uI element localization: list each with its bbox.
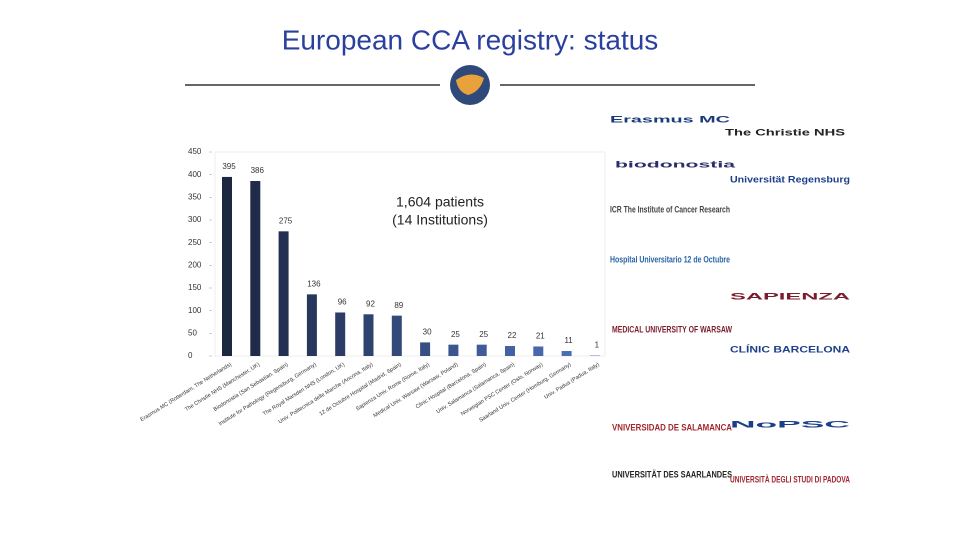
logo: Erasmus MC (610, 114, 731, 124)
value-label: 136 (307, 279, 321, 288)
bar (505, 346, 515, 356)
value-label: 89 (394, 301, 403, 310)
logo: VNIVERSIDAD DE SALAMANCA (612, 422, 732, 432)
annotation: (14 Institutions) (392, 212, 488, 228)
logo: Hospital Universitario 12 de Octubre (610, 254, 730, 264)
y-tick-label: 300 (188, 215, 202, 224)
value-label: 22 (508, 331, 517, 340)
y-tick-label: 0 (188, 351, 193, 360)
value-label: 96 (338, 298, 347, 307)
bar (222, 176, 232, 356)
bar (278, 231, 289, 356)
value-label: 11 (564, 336, 573, 345)
y-tick-label: 400 (188, 170, 202, 179)
bar (448, 344, 459, 356)
value-label: 30 (423, 328, 432, 337)
y-tick-label: 250 (188, 238, 202, 247)
value-label: 275 (279, 216, 293, 225)
logo: UNIVERSITÄT DES SAARLANDES (612, 469, 732, 479)
logo: NoPSC (730, 419, 852, 429)
logo: ICR The Institute of Cancer Research (610, 204, 730, 214)
x-tick-label: Univ. Padua (Padua, Italy) (543, 362, 600, 401)
logo: CLÍNIC BARCELONA (730, 344, 851, 354)
value-label: 21 (536, 332, 545, 341)
value-label: 25 (451, 330, 460, 339)
bar (476, 344, 487, 356)
logo: MEDICAL UNIVERSITY OF WARSAW (612, 324, 732, 334)
bar (420, 342, 431, 356)
logo: The Christie NHS (725, 127, 845, 137)
y-tick-label: 150 (188, 283, 202, 292)
bar (391, 315, 402, 356)
bar (335, 312, 346, 356)
annotation: 1,604 patients (396, 194, 484, 210)
bar (561, 351, 572, 356)
bar (250, 181, 261, 356)
y-tick-label: 350 (188, 192, 202, 201)
y-tick-label: 450 (188, 147, 202, 156)
bar (363, 314, 374, 356)
logo: biodonostia (615, 159, 737, 169)
value-label: 25 (479, 330, 488, 339)
y-tick-label: 50 (188, 328, 197, 337)
bar (533, 346, 544, 356)
value-label: 395 (222, 162, 236, 171)
icon-liver (456, 74, 484, 95)
value-label: 1 (595, 341, 600, 350)
plot-area (214, 151, 606, 357)
logo: SAPIENZA (730, 291, 851, 301)
logo: UNIVERSITÀ DEGLI STUDI DI PADOVA (730, 474, 850, 484)
y-tick-label: 200 (188, 260, 202, 269)
y-tick-label: 100 (188, 306, 202, 315)
bar (306, 294, 317, 356)
value-label: 92 (366, 299, 375, 308)
value-label: 386 (251, 166, 265, 175)
logo: Universität Regensburg (730, 174, 850, 184)
slide-title: European CCA registry: status (282, 24, 659, 55)
